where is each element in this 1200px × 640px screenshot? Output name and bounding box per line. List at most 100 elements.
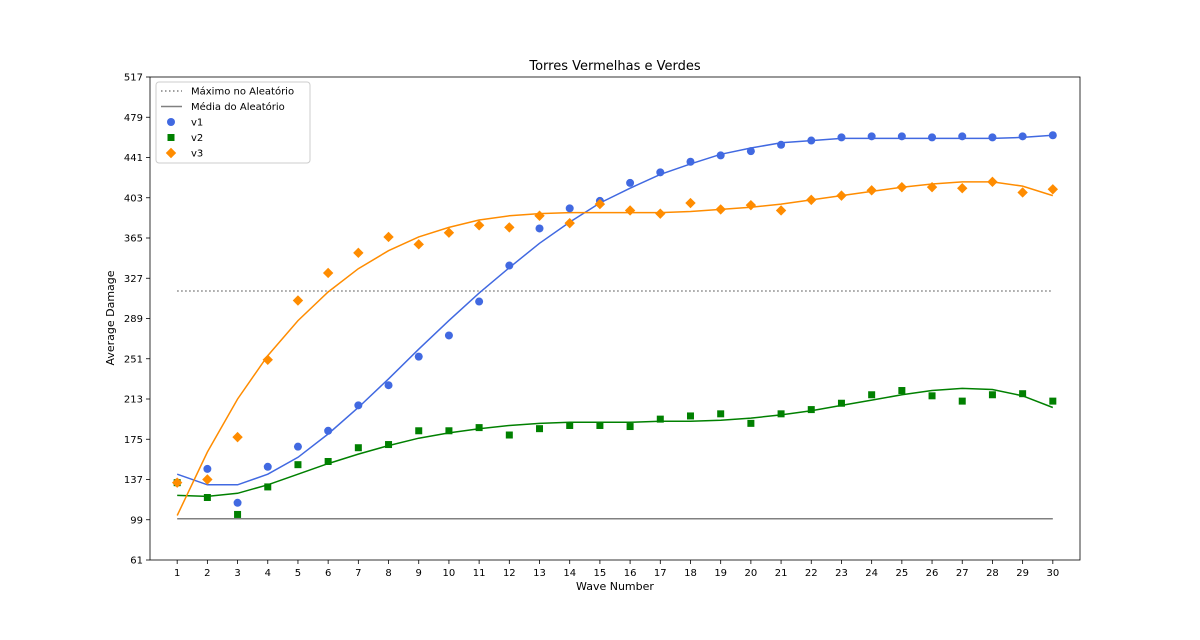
x-tick-label: 6: [325, 568, 331, 579]
data-point-v3: [1047, 184, 1059, 195]
x-tick-label: 7: [355, 568, 361, 579]
data-point-v2: [234, 510, 242, 518]
data-point-v1: [777, 140, 786, 149]
data-point-v2: [988, 391, 996, 399]
data-point-v3: [836, 190, 847, 201]
data-point-v2: [626, 423, 634, 431]
x-tick-label: 27: [956, 568, 969, 579]
y-tick-label: 479: [124, 113, 143, 124]
x-tick-label: 14: [563, 568, 576, 579]
data-point-v1: [505, 261, 514, 270]
x-tick-label: 16: [624, 568, 637, 579]
data-point-v1: [1048, 131, 1057, 140]
x-tick-label: 22: [805, 568, 818, 579]
x-tick-label: 13: [533, 568, 546, 579]
data-point-v2: [445, 427, 453, 435]
data-point-v1: [837, 133, 846, 142]
data-point-v2: [686, 412, 694, 420]
data-point-v1: [324, 426, 333, 435]
data-point-v1: [1018, 132, 1027, 141]
x-tick-label: 19: [714, 568, 727, 579]
x-tick-label: 8: [385, 568, 391, 579]
y-tick-label: 403: [124, 193, 143, 204]
data-point-v1: [293, 442, 302, 451]
legend-label: v3: [191, 149, 203, 160]
x-tick-label: 28: [986, 568, 999, 579]
x-tick-label: 12: [503, 568, 516, 579]
data-point-v2: [837, 399, 845, 407]
data-point-v1: [565, 204, 574, 213]
y-tick-label: 251: [124, 354, 143, 365]
data-point-v3: [1017, 187, 1028, 198]
y-tick-label: 441: [124, 153, 143, 164]
data-point-v2: [717, 410, 725, 418]
data-point-v3: [473, 220, 485, 231]
plot-area: 1 2 3 4 5 6 7 8 9 10 11 12 13 14 15 16 17 18 19 20 21 22 23 24 2…: [124, 73, 1081, 579]
fit-line-v1: [176, 134, 1053, 486]
data-point-v3: [775, 205, 787, 216]
data-point-v3: [685, 197, 696, 209]
data-point-v2: [928, 392, 936, 400]
x-tick-label: 1: [174, 568, 180, 579]
data-point-v1: [746, 147, 755, 156]
data-point-v3: [504, 222, 515, 233]
data-point-v3: [292, 295, 304, 306]
data-point-v2: [415, 427, 423, 435]
data-point-v2: [898, 387, 906, 395]
legend-label: v1: [191, 118, 203, 129]
x-tick-label: 17: [654, 568, 667, 579]
data-point-v1: [958, 132, 967, 141]
x-tick-label: 21: [775, 568, 788, 579]
legend-marker: [165, 147, 177, 159]
data-point-v2: [385, 441, 393, 449]
x-tick-label: 20: [745, 568, 758, 579]
data-point-v3: [202, 474, 213, 485]
x-tick-label: 2: [204, 568, 210, 579]
data-point-v2: [1019, 390, 1027, 398]
y-tick-label: 213: [124, 395, 143, 406]
data-point-v1: [263, 462, 272, 471]
data-point-v1: [807, 136, 816, 145]
data-point-v3: [353, 247, 364, 259]
data-point-v3: [866, 185, 877, 196]
data-point-v3: [715, 204, 726, 215]
x-tick-label: 15: [594, 568, 607, 579]
data-point-v1: [414, 352, 423, 361]
data-point-v2: [747, 419, 755, 427]
data-point-v2: [203, 494, 211, 502]
y-tick-label: 365: [124, 234, 143, 245]
data-point-v3: [624, 205, 636, 216]
x-tick-label: 30: [1046, 568, 1059, 579]
data-point-v3: [534, 210, 545, 221]
y-tick-label: 137: [124, 475, 143, 486]
data-point-v2: [807, 406, 815, 414]
data-point-v1: [988, 133, 997, 142]
x-tick-label: 24: [865, 568, 878, 579]
data-point-v3: [655, 208, 666, 219]
data-point-v1: [444, 331, 453, 340]
x-tick-label: 26: [926, 568, 939, 579]
data-point-v1: [867, 132, 876, 141]
data-point-v3: [926, 181, 938, 193]
data-point-v2: [505, 431, 513, 439]
data-point-v3: [594, 198, 606, 210]
legend: Máximo no Aleatório Média do Aleatório v1 v…: [155, 81, 311, 164]
y-axis-label: Average Damage: [104, 270, 117, 365]
data-point-v1: [475, 297, 484, 306]
x-tick-label: 18: [684, 568, 697, 579]
data-point-v2: [294, 461, 302, 469]
data-point-v1: [203, 464, 212, 473]
data-point-v3: [443, 227, 455, 238]
legend-box: [155, 81, 311, 164]
data-point-v3: [322, 267, 334, 279]
y-tick-label: 517: [124, 73, 143, 84]
data-point-v2: [536, 425, 544, 433]
data-point-v3: [957, 183, 968, 194]
data-point-v3: [745, 199, 757, 211]
x-tick-label: 3: [234, 568, 240, 579]
data-point-v3: [171, 477, 183, 488]
x-tick-label: 23: [835, 568, 848, 579]
data-point-v2: [475, 424, 483, 432]
data-point-v3: [413, 239, 424, 250]
